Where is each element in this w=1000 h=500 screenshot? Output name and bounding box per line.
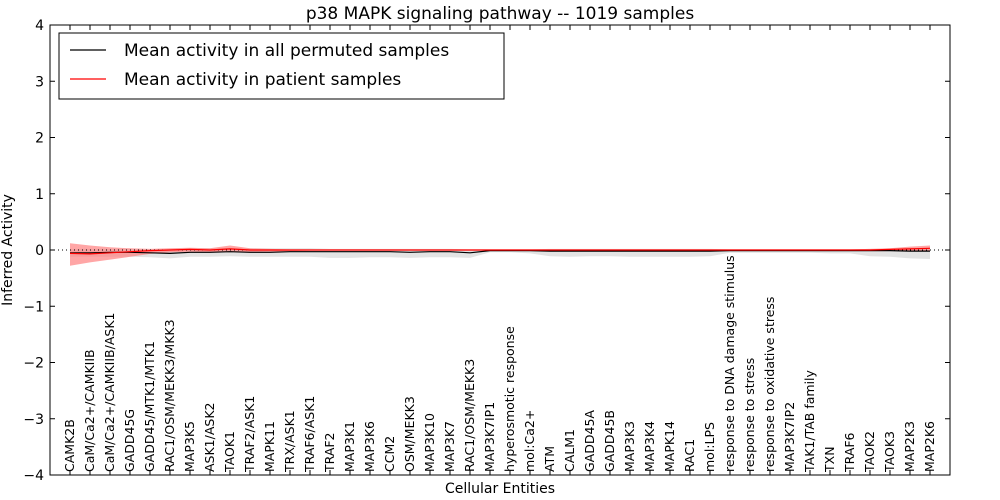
legend-box	[58, 32, 505, 100]
x-tick-label: OSM/MEKK3	[402, 396, 417, 472]
y-tick-label: −4	[23, 468, 44, 484]
y-tick-label: 1	[35, 187, 44, 203]
x-tick-label: TXN	[822, 446, 837, 473]
x-tick-label: MAP2K3	[902, 421, 917, 472]
x-axis-label: Cellular Entities	[445, 481, 555, 497]
x-tick-label: TRAF2/ASK1	[242, 396, 257, 473]
x-tick-label: TAOK2	[862, 431, 877, 473]
x-axis-ticks: CAMK2B CaM/Ca2+/CAMKIIB CaM/Ca2+/CAMKIIB/A…	[62, 25, 937, 475]
confidence-bands	[70, 243, 930, 266]
x-tick-label: TRAF6/ASK1	[302, 396, 317, 473]
x-tick-label: GADD45A	[582, 410, 597, 472]
y-tick-label: −2	[23, 356, 44, 372]
x-tick-label: TAOK3	[882, 431, 897, 473]
legend: Mean activity in all permuted samples Me…	[58, 32, 505, 100]
x-tick-label: MAP3K6	[362, 421, 377, 472]
x-tick-label: RAC1	[682, 439, 697, 472]
x-tick-label: TAK1/TAB family	[802, 369, 817, 473]
x-tick-label: ATM	[542, 446, 557, 472]
y-tick-label: −3	[23, 412, 44, 428]
chart-title: p38 MAPK signaling pathway -- 1019 sampl…	[306, 4, 694, 24]
y-tick-label: 4	[35, 18, 44, 34]
y-tick-label: 2	[35, 131, 44, 147]
legend-label-permuted: Mean activity in all permuted samples	[124, 41, 449, 61]
y-tick-label: 3	[35, 74, 44, 90]
x-tick-label: CaM/Ca2+/CAMKIIB	[82, 349, 97, 472]
x-tick-label: MAPK11	[262, 421, 277, 472]
x-tick-label: CCM2	[382, 436, 397, 472]
x-tick-label: GADD45B	[602, 410, 617, 472]
y-axis-ticks: −4 −3 −2 −1 0 1 2 3 4	[23, 18, 950, 484]
x-tick-label: response to stress	[742, 358, 757, 472]
x-tick-label: GADD45/MTK1/MTK1	[142, 341, 157, 472]
x-tick-label: MAP3K5	[182, 421, 197, 472]
x-tick-label: MAP3K7IP2	[782, 402, 797, 472]
x-tick-label: RAC1/OSM/MEKK3	[462, 359, 477, 472]
y-axis-label: Inferred Activity	[0, 194, 16, 306]
x-tick-label: ASK1/ASK2	[202, 403, 217, 472]
x-tick-label: TRX/ASK1	[282, 410, 297, 473]
series-line-patient	[69, 247, 931, 255]
y-tick-label: 0	[35, 243, 44, 259]
x-tick-label: MAP3K3	[622, 421, 637, 472]
x-tick-label: TRAF6	[842, 432, 857, 473]
x-tick-label: MAP3K7IP1	[482, 402, 497, 472]
y-tick-label: −1	[23, 299, 44, 315]
series-lines	[69, 247, 931, 255]
x-tick-label: response to DNA damage stimulus	[722, 255, 737, 472]
legend-label-patient: Mean activity in patient samples	[124, 70, 401, 90]
x-tick-label: TAOK1	[222, 431, 237, 473]
x-tick-label: RAC1/OSM/MEKK3/MKK3	[162, 319, 177, 472]
x-tick-label: mol:LPS	[702, 422, 717, 472]
x-tick-label: hyperosmotic response	[502, 326, 517, 472]
x-tick-label: MAP2K6	[922, 421, 937, 472]
x-tick-label: CaM/Ca2+/CAMKIIB/ASK1	[102, 313, 117, 472]
x-tick-label: MAP3K7	[442, 421, 457, 472]
x-tick-label: CAMK2B	[62, 419, 77, 472]
x-tick-label: MAPK14	[662, 421, 677, 472]
x-tick-label: MAP3K4	[642, 421, 657, 472]
x-tick-label: mol:Ca2+	[522, 410, 537, 472]
x-tick-label: GADD45G	[122, 409, 137, 472]
x-tick-label: response to oxidative stress	[762, 297, 777, 472]
x-tick-label: CALM1	[562, 429, 577, 472]
x-tick-label: TRAF2	[322, 432, 337, 473]
x-tick-label: MAP3K1	[342, 421, 357, 472]
x-tick-label: MAP3K10	[422, 413, 437, 472]
